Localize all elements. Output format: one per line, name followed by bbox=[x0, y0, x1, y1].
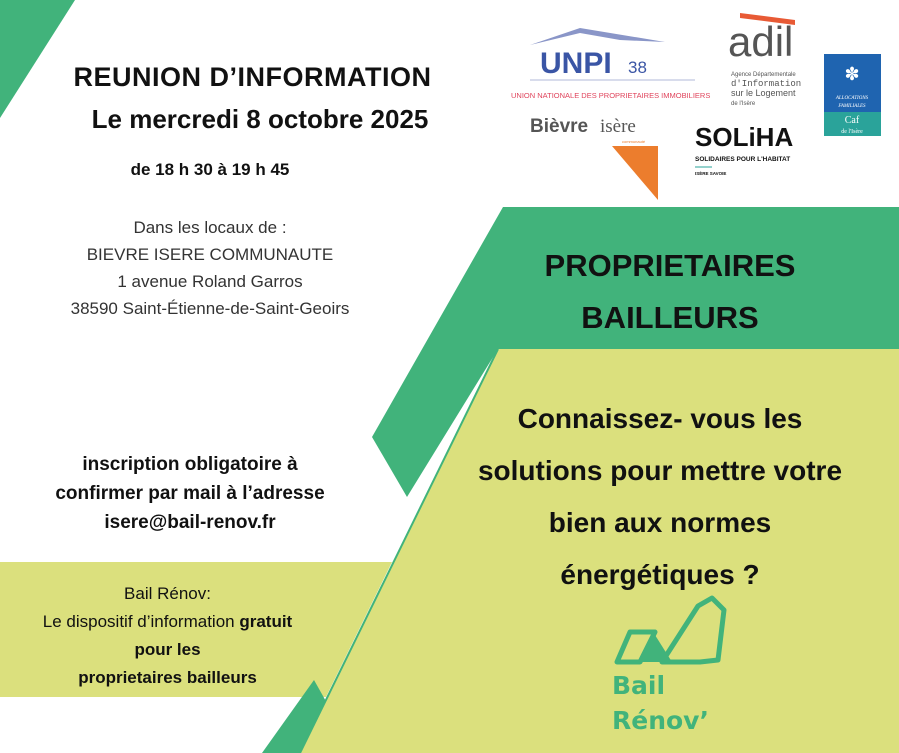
venue-street: 1 avenue Roland Garros bbox=[117, 272, 303, 291]
venue-name: BIEVRE ISERE COMMUNAUTE bbox=[86, 245, 334, 264]
caf-logo: ✽ ALLOCATIONS FAMILIALES Caf de l'Isère bbox=[824, 54, 881, 136]
question-heading: Connaissez- vous les solutions pour mett… bbox=[420, 393, 899, 601]
unpi-logo: UNPI 38 UNION NATIONALE DES PROPRIETAIRE… bbox=[511, 28, 710, 100]
bail-info-text: Le dispositif d’information bbox=[42, 612, 240, 631]
audience-line: BAILLEURS bbox=[581, 300, 759, 335]
top-left-green-triangle bbox=[0, 0, 75, 118]
bail-info-bold: gratuit bbox=[239, 612, 293, 631]
adil-logo: adil Agence Départementale d'Information… bbox=[728, 13, 801, 107]
registration-email[interactable]: isere@bail-renov.fr bbox=[104, 512, 276, 533]
registration-line: confirmer par mail à l’adresse bbox=[55, 483, 325, 504]
green-band bbox=[372, 207, 899, 497]
bail-renov-info: Bail Rénov: Le dispositif d’information … bbox=[0, 580, 335, 692]
caf-name: Caf bbox=[845, 115, 860, 126]
unpi-roof-icon bbox=[530, 28, 665, 45]
bail-info-line: Le dispositif d’information gratuit bbox=[0, 608, 335, 636]
unpi-number: 38 bbox=[628, 58, 647, 77]
bail-info-line: pour les bbox=[134, 640, 201, 659]
question-line: énergétiques ? bbox=[560, 559, 760, 590]
adil-line: sur le Logement bbox=[731, 88, 796, 98]
soliha-region: ISÈRE SAVOIE bbox=[695, 169, 726, 176]
question-line: Connaissez- vous les bbox=[517, 403, 803, 434]
soliha-logo: SOLiHA SOLIDAIRES POUR L'HABITAT ISÈRE S… bbox=[695, 122, 793, 176]
bail-info-line: Bail Rénov: bbox=[124, 584, 211, 603]
yellow-edge-line bbox=[299, 348, 499, 753]
registration-line: inscription obligatoire à bbox=[82, 454, 298, 475]
question-line: solutions pour mettre votre bbox=[477, 455, 843, 486]
bievre-part1: Bièvre bbox=[530, 116, 588, 137]
bievre-sub: communauté bbox=[622, 139, 646, 144]
event-title: REUNION D’INFORMATION bbox=[73, 62, 432, 92]
audience-line: PROPRIETAIRES bbox=[544, 248, 796, 283]
bail-renov-line1: Bail bbox=[612, 671, 665, 700]
adil-name: adil bbox=[728, 18, 793, 65]
venue-city: 38590 Saint-Étienne-de-Saint-Geoirs bbox=[70, 299, 350, 318]
adil-line: de l'Isère bbox=[731, 101, 756, 107]
caf-line: FAMILIALES bbox=[837, 104, 866, 109]
venue-intro: Dans les locaux de : bbox=[133, 218, 287, 237]
event-date: Le mercredi 8 octobre 2025 bbox=[91, 104, 429, 134]
adil-line: d'Information bbox=[731, 79, 801, 89]
bail-renov-logo: Bail Rénov’ bbox=[612, 595, 727, 735]
bail-renov-tower-icon bbox=[659, 595, 727, 665]
registration-block: inscription obligatoire à confirmer par … bbox=[0, 450, 380, 537]
audience-heading: PROPRIETAIRES BAILLEURS bbox=[505, 240, 835, 344]
right-yellow-panel bbox=[300, 349, 899, 753]
bievre-part2: isère bbox=[600, 116, 636, 137]
left-yellow-band bbox=[0, 562, 392, 697]
bievre-isere-logo: Bièvre isère communauté bbox=[530, 116, 658, 200]
caf-family-icon: ✽ bbox=[844, 64, 859, 84]
venue-block: Dans les locaux de : BIEVRE ISERE COMMUN… bbox=[0, 214, 420, 322]
bail-info-line: proprietaires bailleurs bbox=[78, 668, 257, 687]
unpi-name: UNPI bbox=[540, 47, 612, 80]
caf-region: de l'Isère bbox=[841, 129, 863, 135]
adil-line: Agence Départementale bbox=[731, 72, 796, 78]
soliha-name: SOLiHA bbox=[695, 122, 793, 152]
unpi-tagline: UNION NATIONALE DES PROPRIETAIRES IMMOBI… bbox=[511, 91, 710, 100]
event-time: de 18 h 30 à 19 h 45 bbox=[130, 160, 290, 179]
bail-renov-line2: Rénov’ bbox=[612, 706, 709, 735]
caf-line: ALLOCATIONS bbox=[835, 96, 869, 101]
soliha-tagline: SOLIDAIRES POUR L'HABITAT bbox=[695, 156, 790, 163]
question-line: bien aux normes bbox=[548, 507, 772, 538]
